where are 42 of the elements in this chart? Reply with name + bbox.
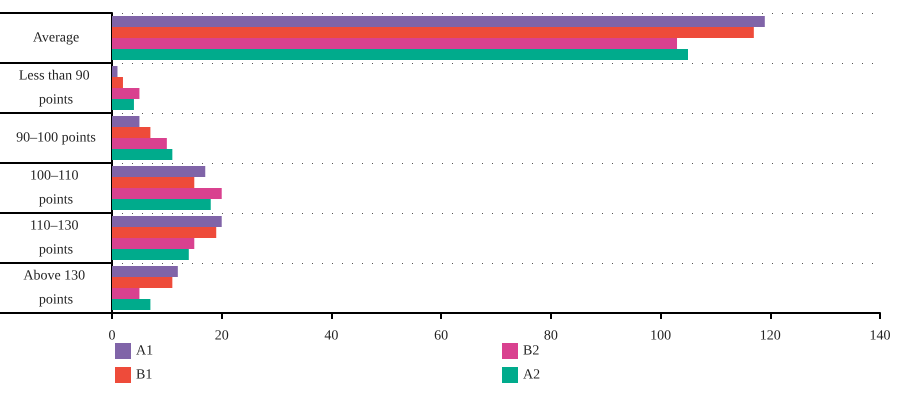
x-tick-label: 140 (870, 328, 890, 344)
bar (112, 49, 688, 60)
y-tick-label: Average (32, 30, 80, 46)
bar (112, 288, 140, 299)
y-tick-label: Less than 90 points (18, 68, 94, 108)
legend-label: B1 (136, 368, 152, 382)
bar (112, 199, 211, 210)
bar (112, 127, 150, 138)
bar (112, 38, 678, 49)
x-tick-label: 100 (650, 328, 672, 344)
bar (112, 77, 123, 88)
bar (112, 16, 765, 27)
bar (112, 99, 134, 110)
bar (112, 299, 150, 310)
bar (112, 266, 178, 277)
bar (112, 216, 222, 227)
bar (112, 138, 167, 149)
y-tick-label: 90–100 points (16, 130, 96, 146)
bar (112, 277, 172, 288)
legend-label: B2 (523, 344, 540, 358)
bar (112, 177, 194, 188)
bar (112, 116, 140, 127)
bar (112, 238, 194, 249)
bar (112, 166, 206, 177)
bar (112, 188, 222, 199)
x-tick-label: 0 (108, 328, 116, 344)
bar (112, 88, 140, 99)
bar (112, 149, 172, 160)
y-tick-label: Above 130 points (23, 268, 89, 308)
y-tick-label: 100–110 points (30, 168, 82, 208)
legend-label: A1 (136, 344, 154, 358)
bar (112, 227, 216, 238)
x-tick-label: 120 (760, 328, 781, 344)
x-tick-label: 60 (434, 328, 448, 344)
y-tick-label: 110–130 points (30, 218, 82, 258)
legend-label: A2 (523, 368, 540, 382)
bar (112, 249, 189, 260)
x-tick-label: 40 (324, 328, 338, 344)
bar (112, 66, 118, 77)
x-tick-label: 80 (544, 328, 558, 344)
x-tick-label: 20 (214, 328, 229, 344)
bar (112, 27, 754, 38)
